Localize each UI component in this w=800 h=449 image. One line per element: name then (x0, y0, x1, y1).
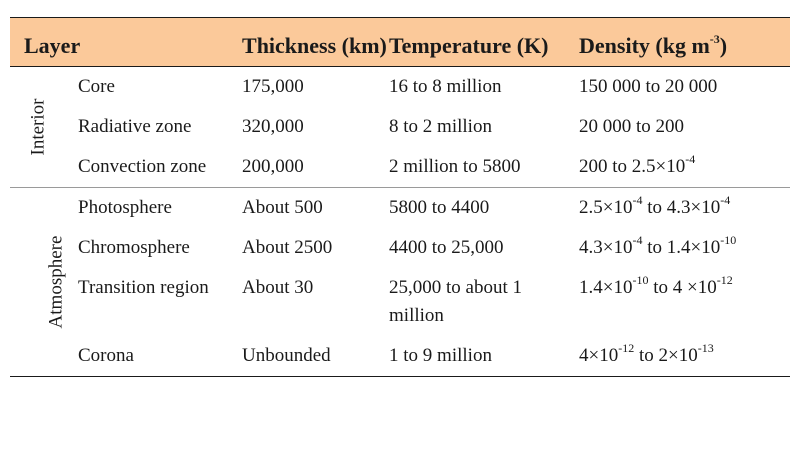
thickness-value: 175,000 (242, 76, 304, 97)
layer-name: Chromosphere (78, 237, 190, 258)
thickness-value: 200,000 (242, 147, 390, 188)
density-exponent: -10 (632, 272, 649, 287)
density-value: 4×10-12 to 2×10-13 (579, 336, 791, 377)
table-row: Transition region About 30 25,000 to abo… (10, 268, 790, 336)
layer-name: Core (78, 76, 115, 97)
density-part: to 4 ×10 (648, 277, 717, 298)
sun-layers-table: Layer Thickness (km) Temperature (K) Den… (10, 17, 791, 377)
density-value: 200 to 2.5×10-4 (579, 147, 791, 188)
temperature-value: 5800 to 4400 (389, 197, 490, 218)
layer-name: Convection zone (66, 147, 243, 188)
header-temperature: Temperature (K) (389, 17, 580, 67)
layer-name: Corona (66, 336, 243, 377)
table-header-row: Layer Thickness (km) Temperature (K) Den… (10, 17, 791, 67)
density-value: 20 000 to 200 (579, 116, 685, 137)
thickness-value: About 30 (242, 277, 314, 298)
sun-layers-table-container: Layer Thickness (km) Temperature (K) Den… (10, 17, 791, 377)
header-layer: Layer (10, 17, 243, 67)
header-density-text: Density (kg m (579, 33, 710, 58)
thickness-value: Unbounded (242, 336, 390, 377)
table-row: Radiative zone 320,000 8 to 2 million 20… (10, 107, 790, 147)
density-exponent: -4 (685, 151, 696, 166)
temperature-value: 4400 to 25,000 (389, 237, 504, 258)
density-exponent: -4 (632, 192, 643, 207)
table-row: Interior Core 175,000 16 to 8 million 15… (10, 66, 790, 188)
density-value: 2.5×10-4 to 4.3×10-4 (579, 188, 790, 229)
table-row: Corona Unbounded 1 to 9 million 4×10-12 … (10, 336, 791, 377)
density-exponent: -4 (632, 232, 643, 247)
group-label-interior-cell: Interior (10, 66, 66, 188)
temperature-value: 8 to 2 million (389, 116, 492, 137)
table-row: Chromosphere About 2500 4400 to 25,000 4… (10, 228, 790, 268)
density-part: to 4.3×10 (642, 197, 721, 218)
thickness-value: About 2500 (242, 237, 333, 258)
density-exponent: -13 (697, 340, 714, 355)
density-exponent: -12 (618, 340, 635, 355)
group-label-interior: Interior (27, 98, 49, 156)
density-part: to 1.4×10 (642, 237, 721, 258)
header-density: Density (kg m-3) (579, 17, 791, 67)
density-value: 1.4×10-10 to 4 ×10-12 (579, 268, 790, 336)
density-part: 4.3×10 (579, 237, 633, 258)
layer-name: Photosphere (78, 197, 172, 218)
table-row: Atmosphere Photosphere About 500 5800 to… (10, 187, 790, 377)
temperature-value: 1 to 9 million (389, 336, 580, 377)
density-value: 150 000 to 20 000 (579, 76, 718, 97)
temperature-value: 16 to 8 million (389, 76, 502, 97)
density-part: to 2×10 (634, 345, 698, 366)
group-label-atmosphere-cell: Atmosphere (10, 187, 66, 377)
layer-name: Radiative zone (78, 116, 192, 137)
group-label-atmosphere: Atmosphere (45, 235, 67, 329)
layer-name: Transition region (78, 277, 209, 298)
density-exponent: -10 (720, 232, 737, 247)
header-density-close: ) (719, 33, 728, 58)
density-base: 200 to 2.5×10 (579, 156, 686, 177)
density-exponent: -12 (716, 272, 733, 287)
header-thickness: Thickness (km) (242, 17, 390, 67)
density-part: 4×10 (579, 345, 619, 366)
table-row: Convection zone 200,000 2 million to 580… (10, 147, 791, 188)
thickness-value: 320,000 (242, 116, 304, 137)
density-part: 1.4×10 (579, 277, 633, 298)
temperature-value: 25,000 to about 1 million (389, 277, 523, 326)
density-exponent: -4 (720, 192, 731, 207)
density-value: 4.3×10-4 to 1.4×10-10 (579, 228, 790, 268)
temperature-value: 2 million to 5800 (389, 147, 580, 188)
thickness-value: About 500 (242, 197, 323, 218)
density-part: 2.5×10 (579, 197, 633, 218)
header-density-sup: -3 (709, 31, 720, 46)
